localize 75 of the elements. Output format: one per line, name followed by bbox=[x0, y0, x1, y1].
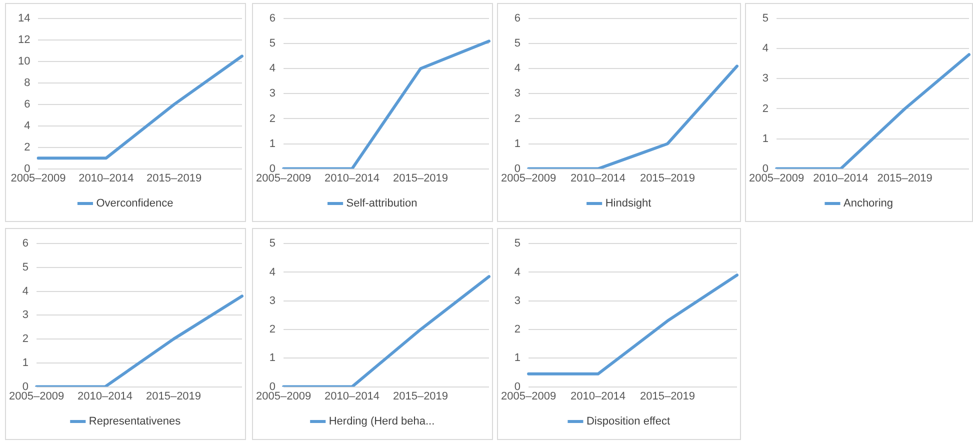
y-tick-label: 2 bbox=[269, 112, 276, 125]
y-tick-label: 6 bbox=[269, 12, 276, 25]
y-tick-label: 4 bbox=[514, 62, 521, 75]
y-tick-label: 8 bbox=[24, 77, 30, 90]
y-tick-label: 0 bbox=[514, 162, 521, 175]
y-tick-label: 3 bbox=[269, 88, 276, 100]
y-tick-label: 2 bbox=[24, 141, 30, 154]
x-tick-label: 2005–2009 bbox=[256, 172, 312, 184]
y-tick-label: 4 bbox=[22, 285, 29, 298]
x-tick-label: 2015–2019 bbox=[640, 172, 696, 184]
legend-label: Representativenes bbox=[88, 416, 182, 428]
y-tick-label: 5 bbox=[269, 38, 276, 50]
legend-label: Hindsight bbox=[605, 198, 652, 210]
y-tick-label: 3 bbox=[514, 88, 521, 100]
legend-label: Overconfidence bbox=[96, 198, 174, 210]
y-tick-label: 5 bbox=[269, 238, 276, 250]
y-tick-label: 1 bbox=[762, 132, 769, 145]
x-tick-label: 2010–2014 bbox=[77, 390, 133, 402]
y-tick-label: 5 bbox=[514, 238, 521, 250]
x-tick-label: 2010–2014 bbox=[570, 172, 626, 184]
y-tick-label: 4 bbox=[762, 42, 769, 55]
x-tick-label: 2010–2014 bbox=[324, 172, 380, 184]
y-tick-label: 3 bbox=[22, 309, 29, 322]
x-tick-label: 2005–2009 bbox=[10, 172, 66, 184]
y-tick-label: 5 bbox=[22, 262, 29, 274]
x-tick-label: 2010–2014 bbox=[570, 390, 626, 402]
x-tick-label: 2015–2019 bbox=[392, 172, 448, 184]
y-tick-label: 6 bbox=[24, 98, 30, 110]
y-tick-label: 4 bbox=[514, 266, 521, 278]
x-tick-label: 2015–2019 bbox=[392, 390, 448, 402]
y-tick-label: 1 bbox=[269, 352, 276, 364]
y-tick-label: 3 bbox=[762, 72, 769, 85]
x-tick-label: 2015–2019 bbox=[146, 390, 202, 402]
x-tick-label: 2005–2009 bbox=[501, 172, 556, 184]
y-tick-label: 5 bbox=[514, 38, 521, 50]
y-tick-label: 1 bbox=[22, 356, 29, 369]
x-tick-label: 2010–2014 bbox=[813, 172, 868, 184]
y-tick-label: 1 bbox=[514, 352, 521, 364]
x-tick-label: 2015–2019 bbox=[877, 172, 932, 184]
x-tick-label: 2015–2019 bbox=[146, 172, 202, 184]
x-tick-label: 2005–2009 bbox=[501, 390, 556, 402]
y-tick-label: 1 bbox=[269, 138, 276, 150]
y-tick-label: 6 bbox=[514, 12, 521, 25]
y-tick-label: 2 bbox=[762, 102, 769, 115]
x-tick-label: 2005–2009 bbox=[256, 390, 312, 402]
y-tick-label: 2 bbox=[514, 324, 521, 336]
y-tick-label: 1 bbox=[514, 138, 521, 150]
y-tick-label: 3 bbox=[514, 294, 521, 307]
y-tick-label: 5 bbox=[762, 12, 769, 25]
legend-label: Self-attribution bbox=[346, 198, 418, 210]
legend-label: Anchoring bbox=[843, 198, 894, 210]
y-tick-label: 4 bbox=[24, 120, 30, 132]
y-tick-label: 12 bbox=[18, 34, 30, 46]
x-tick-label: 2005–2009 bbox=[749, 172, 804, 184]
y-tick-label: 6 bbox=[22, 238, 29, 250]
y-tick-label: 0 bbox=[269, 380, 276, 393]
y-tick-label: 4 bbox=[269, 62, 276, 75]
x-tick-label: 2015–2019 bbox=[640, 390, 696, 402]
x-tick-label: 2010–2014 bbox=[78, 172, 134, 184]
y-tick-label: 10 bbox=[18, 56, 30, 68]
x-tick-label: 2005–2009 bbox=[9, 390, 64, 402]
y-tick-label: 0 bbox=[514, 380, 521, 393]
y-tick-label: 0 bbox=[22, 380, 29, 393]
y-tick-label: 4 bbox=[269, 266, 276, 278]
y-tick-label: 2 bbox=[514, 112, 521, 125]
x-tick-label: 2010–2014 bbox=[324, 390, 380, 402]
y-tick-label: 0 bbox=[269, 162, 276, 175]
y-tick-label: 2 bbox=[22, 333, 29, 346]
y-tick-label: 2 bbox=[269, 324, 276, 336]
y-tick-label: 0 bbox=[762, 162, 769, 175]
y-tick-label: 3 bbox=[269, 294, 276, 307]
legend-label: Disposition effect bbox=[586, 416, 670, 428]
y-tick-label: 0 bbox=[24, 162, 30, 175]
y-tick-label: 14 bbox=[18, 12, 30, 25]
legend-label: Herding (Herd beha... bbox=[328, 416, 435, 428]
